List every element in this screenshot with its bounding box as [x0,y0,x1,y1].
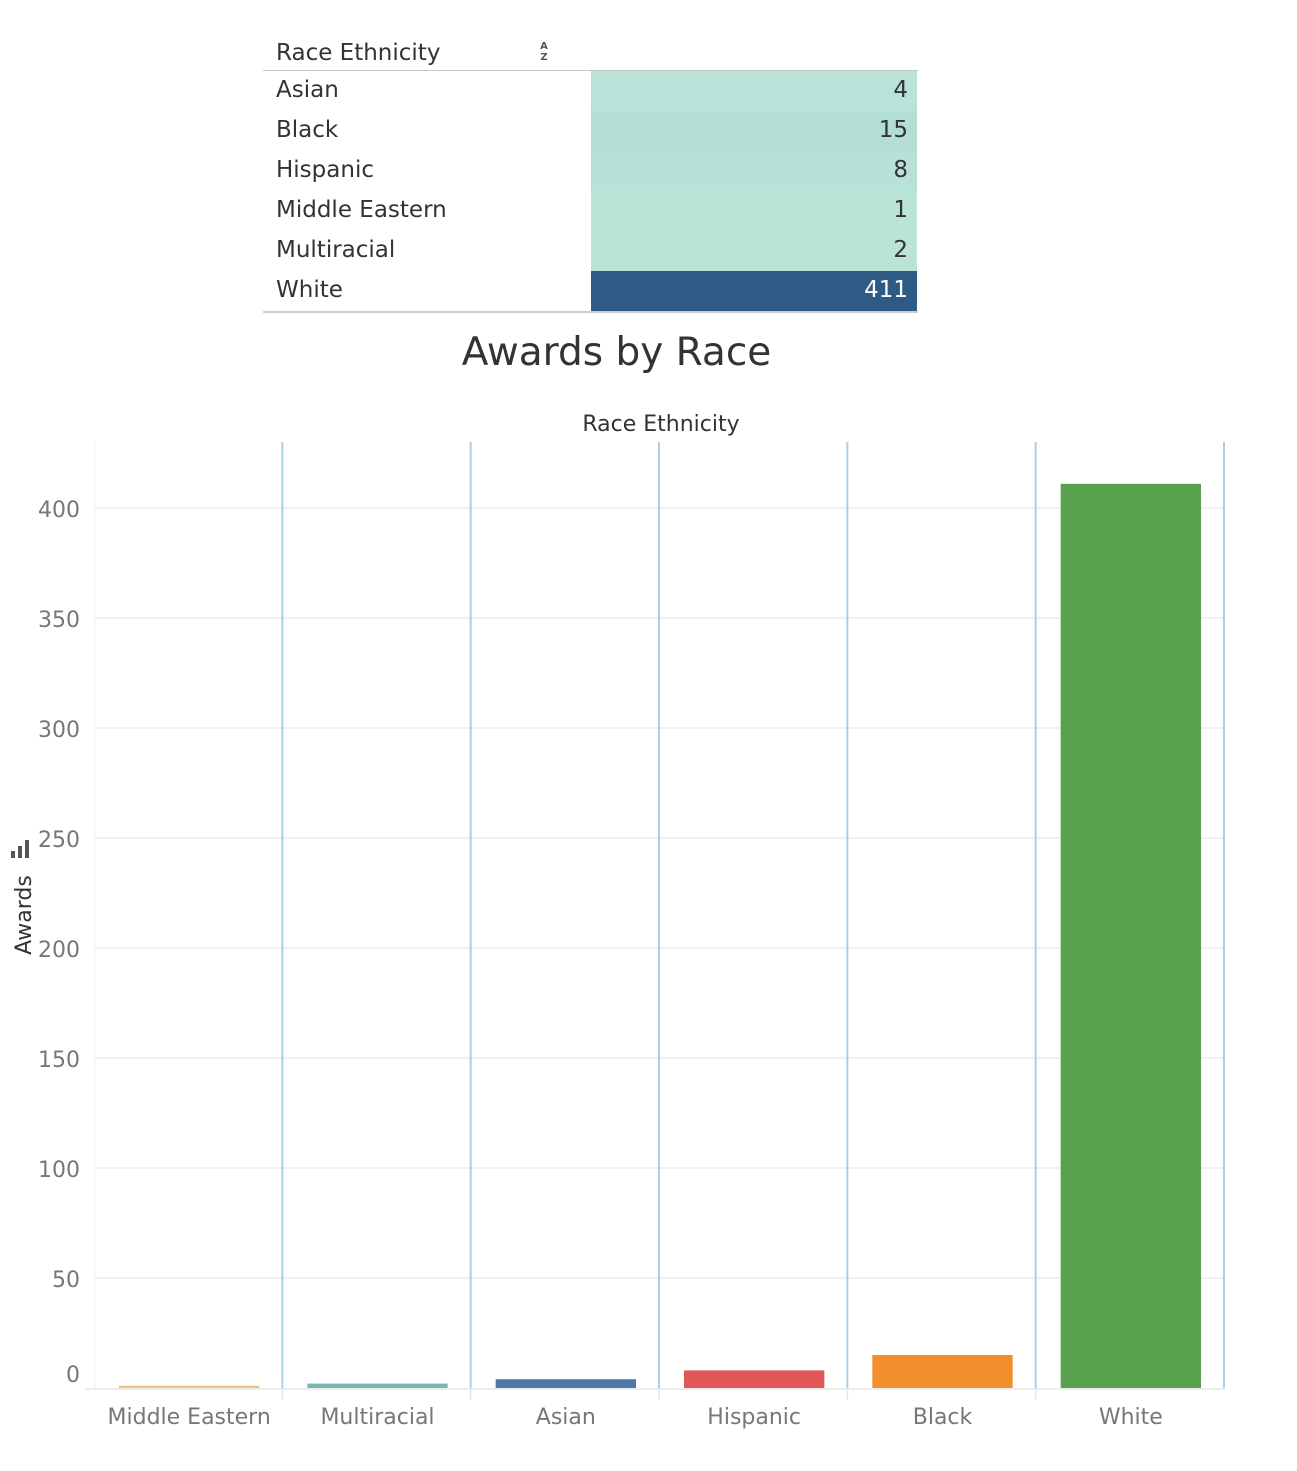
bar-middle-eastern[interactable] [119,1385,260,1388]
x-category-label: Asian [536,1405,596,1430]
table-row[interactable]: Black 15 [263,111,918,151]
table-value-cell[interactable]: 411 [591,271,917,311]
y-tick-label: 350 [38,608,80,633]
table-header: Race Ethnicity A Z [263,34,918,71]
table-body: Asian 4 Black 15 Hispanic 8 Middle Eastern 1 Mul… [263,71,918,313]
column-header-label: Race Ethnicity [582,412,739,437]
sort-bars-icon[interactable] [18,846,22,858]
bar-hispanic[interactable] [684,1370,825,1388]
table-row[interactable]: Middle Eastern 1 [263,191,918,231]
table-value-cell[interactable]: 15 [591,111,917,151]
bar-asian[interactable] [495,1379,636,1388]
table-row-label: White [276,277,343,303]
chart-title: Awards by Race [461,330,772,375]
table-value: 4 [893,77,908,103]
sort-bars-icon[interactable] [11,851,15,858]
y-tick-label: 0 [66,1363,80,1388]
sort-bars-icon[interactable] [25,840,29,858]
table-value: 1 [893,197,908,223]
x-category-label: Hispanic [707,1405,801,1430]
table-value-cell[interactable]: 1 [591,191,917,231]
x-category-label: Black [913,1405,973,1430]
y-tick-label: 50 [52,1268,80,1293]
bar-chart: 0 50 100 150 200 250 300 350 400 Middle Eastern Mu… [11,412,1225,1430]
bar-multiracial[interactable] [307,1383,448,1388]
y-tick-label: 100 [38,1158,80,1183]
table-row-label: Multiracial [276,237,396,263]
table-value-cell[interactable]: 2 [591,231,917,271]
y-tick-label: 400 [38,498,80,523]
race-table: Race Ethnicity A Z Asian 4 Black 15 Hispanic… [263,34,918,313]
x-category-label: Multiracial [320,1405,434,1430]
x-category-label: Middle Eastern [108,1405,271,1430]
table-value: 2 [893,237,908,263]
y-axis-label: Awards [12,875,37,955]
table-value: 411 [864,277,908,303]
table-row[interactable]: Hispanic 8 [263,151,918,191]
y-tick-label: 200 [38,938,80,963]
y-tick-label: 300 [38,718,80,743]
sort-az-icon[interactable]: A Z [537,41,551,65]
table-row[interactable]: White 411 [263,271,918,311]
table-value-cell[interactable]: 8 [591,151,917,191]
y-tick-label: 250 [38,828,80,853]
sort-glyph-a: A [540,41,548,52]
table-row-label: Asian [276,77,339,103]
table-value-cell[interactable]: 4 [591,71,917,111]
table-row-label: Black [276,117,339,143]
table-row[interactable]: Asian 4 [263,71,918,111]
table-row-label: Middle Eastern [276,197,447,223]
table-value: 8 [893,157,908,183]
x-category-label: White [1099,1405,1163,1430]
y-tick-label: 150 [38,1048,80,1073]
table-row-label: Hispanic [276,157,374,183]
bar-white[interactable] [1060,483,1201,1388]
sort-glyph-z: Z [540,52,548,63]
table-value: 15 [878,117,908,143]
table-row[interactable]: Multiracial 2 [263,231,918,271]
bar-black[interactable] [872,1355,1013,1388]
table-header-label: Race Ethnicity [276,40,441,66]
